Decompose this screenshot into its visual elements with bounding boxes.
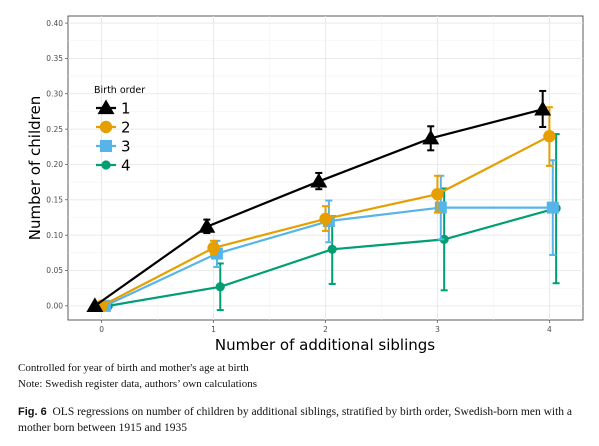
x-axis-title: Number of additional siblings [215,336,435,354]
y-axis-title: Number of children [26,96,44,240]
data-point [215,282,225,292]
data-point [327,244,337,254]
x-tick-label: 1 [211,325,216,334]
caption-text: OLS regressions on number of children by… [18,406,572,434]
legend-key-marker [100,140,112,152]
data-point [546,201,559,214]
series-layer [86,89,561,313]
data-point [86,297,104,312]
caption-label: Fig. 6 [18,406,47,418]
legend-key-marker [101,160,111,170]
grid-lines [68,16,583,320]
note-source: Note: Swedish register data, authors’ ow… [18,378,257,390]
data-point [543,129,556,143]
y-tick-label: 0.05 [46,266,63,275]
data-point [422,129,440,145]
legend-title: Birth order [94,85,145,96]
legend-key-marker [99,120,113,134]
x-tick-label: 2 [323,325,328,334]
series-1 [86,89,552,312]
y-tick-labels: 0.00 0.05 0.10 0.15 0.20 0.25 0.30 0.35 0.40 [46,19,68,311]
x-tick-label: 4 [547,325,552,334]
x-tick-label: 0 [99,325,104,334]
data-point [207,241,220,255]
x-tick-label: 3 [435,325,440,334]
data-point [198,218,216,233]
legend-label: 4 [121,157,131,175]
y-tick-label: 0.15 [46,196,63,205]
note-controls: Controlled for year of birth and mother'… [18,362,249,374]
y-tick-label: 0.00 [46,302,63,311]
y-tick-label: 0.25 [46,125,63,134]
data-point [310,172,328,188]
y-tick-label: 0.20 [46,160,63,169]
figure-caption: Fig. 6 OLS regressions on number of chil… [18,405,583,436]
legend-label: 2 [121,119,131,137]
legend-label: 3 [121,138,131,156]
y-tick-label: 0.35 [46,54,63,63]
y-tick-label: 0.40 [46,19,63,28]
x-tick-labels: 0 1 2 3 4 [99,320,552,334]
y-tick-label: 0.10 [46,231,63,240]
legend-label: 1 [121,100,131,118]
y-tick-label: 0.30 [46,89,63,98]
data-point [319,212,332,226]
legend-key-marker [97,99,115,115]
data-point [431,187,444,201]
data-point [534,100,552,116]
